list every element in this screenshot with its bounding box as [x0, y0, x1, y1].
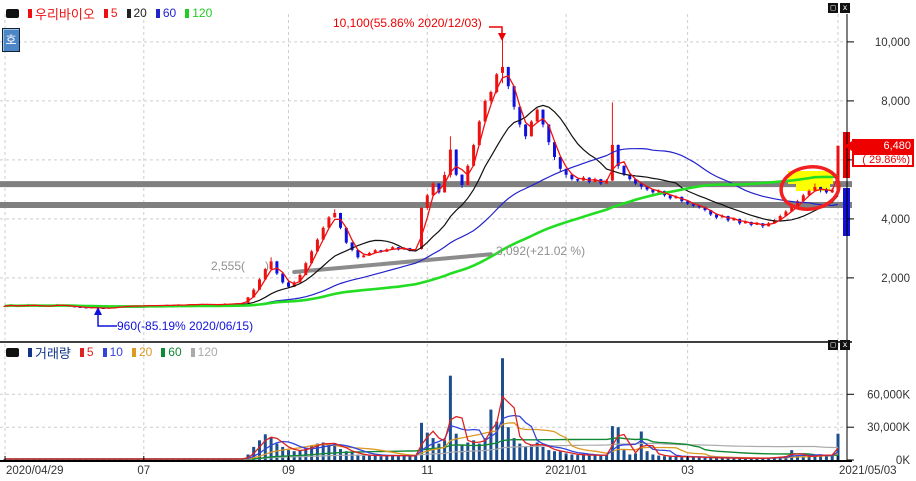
price-tick-label: 4,000: [881, 214, 910, 226]
x-tick-label: 03: [681, 465, 694, 477]
price-tick-label: 10,000: [875, 37, 910, 49]
ma60-bullet-icon: [155, 8, 160, 18]
price-tick-label: 8,000: [881, 96, 910, 108]
volume-tick-label: 0K: [896, 455, 910, 467]
vma5-bullet-icon: [79, 347, 84, 357]
ma20-bullet-icon: [126, 8, 131, 18]
highlight-ellipse: [779, 165, 841, 211]
vol-ma-legend-10: 10: [102, 345, 123, 359]
vol-ma-legend-120: 120: [190, 345, 218, 359]
vol-ma-legend-20: 20: [131, 345, 152, 359]
vol-ma-legend-60: 60: [161, 345, 182, 359]
x-tick-label: 2021/01: [545, 465, 587, 477]
price-pane-legend: 우리바이오 5 20 60 120: [6, 4, 212, 23]
symbol-label: 우리바이오: [28, 4, 95, 23]
price-ma-legend-20: 20: [126, 6, 147, 20]
price-ma-legend-60: 60: [155, 6, 176, 20]
volume-tick-label: 60,000K: [867, 389, 910, 401]
candles: [3, 38, 840, 309]
axis-labels: 10,0008,0006,0004,0002,00060,000K30,000K…: [6, 37, 910, 477]
vma120-bullet-icon: [190, 347, 195, 357]
price-ma-legend-120: 120: [185, 6, 212, 20]
price-ma-lines: [4, 75, 839, 309]
peak-arrow-icon: [489, 26, 506, 41]
current-price-badge: 6,480: [852, 139, 914, 153]
price-ma-legend-5: 5: [103, 6, 118, 20]
vol-ma-legend-5: 5: [79, 345, 94, 359]
restore-icon[interactable]: □: [828, 340, 838, 350]
price-pane-window-buttons: □ x: [828, 3, 850, 13]
price-tick-label: 2,000: [881, 273, 910, 285]
trend-end-annotation: 3,092(+21.02 %): [496, 244, 586, 258]
x-tick-label: 2020/04/29: [6, 465, 64, 477]
low-arrow-icon: [94, 307, 117, 327]
side-tab-hoga[interactable]: 호: [2, 28, 20, 52]
peak-annotation: 10,100(55.86% 2020/12/03): [333, 16, 482, 30]
ma120-bullet-icon: [185, 8, 190, 18]
symbol-bullet-icon: [28, 8, 32, 18]
volume-title: 거래량: [28, 343, 71, 362]
x-tick-label: 2021/05/03: [839, 465, 897, 477]
close-icon[interactable]: x: [840, 340, 850, 350]
x-tick-label: 09: [282, 465, 295, 477]
volume-pane-legend: 거래량 5 10 20 60 120: [6, 343, 218, 362]
panel-icon: [6, 347, 19, 357]
close-icon[interactable]: x: [840, 3, 850, 13]
volume-bullet-icon: [28, 347, 32, 357]
current-price-arrow-icon: [844, 141, 852, 151]
volume-pane-window-buttons: □ x: [828, 340, 850, 350]
vma20-bullet-icon: [131, 347, 136, 357]
x-tick-label: 07: [137, 465, 150, 477]
vma60-bullet-icon: [161, 347, 166, 357]
x-tick-label: 11: [421, 465, 433, 477]
panel-icon: [6, 8, 19, 18]
ma5-bullet-icon: [103, 8, 108, 18]
current-change-badge: ( 29.86%): [852, 153, 914, 167]
axis-frame: [0, 14, 854, 462]
trendline: [292, 252, 493, 274]
trend-start-annotation: 2,555( ): [211, 259, 269, 273]
volume-tick-label: 30,000K: [867, 422, 910, 434]
vma10-bullet-icon: [102, 347, 107, 357]
low-annotation: 960(-85.19% 2020/06/15): [117, 319, 254, 333]
restore-icon[interactable]: □: [828, 3, 838, 13]
price-chart-area[interactable]: [0, 10, 845, 340]
